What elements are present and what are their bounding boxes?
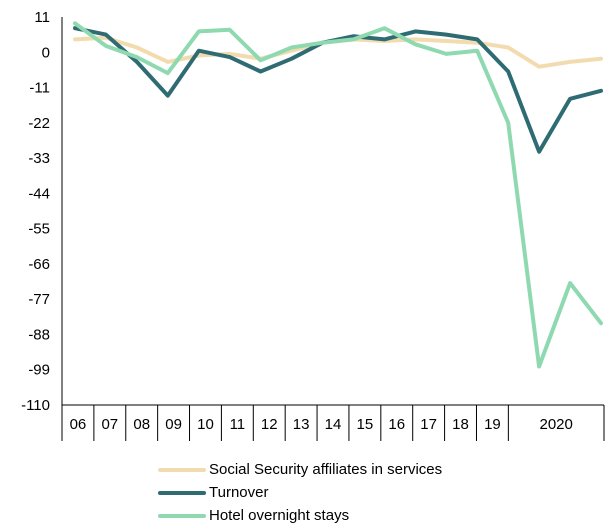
y-tick-label: -66 xyxy=(28,256,50,273)
x-tick-label: 07 xyxy=(101,416,118,433)
legend-swatch-hotel xyxy=(158,513,206,518)
y-tick-label: 0 xyxy=(42,44,50,61)
legend-swatch-turnover xyxy=(158,490,206,495)
y-tick-label: 11 xyxy=(34,9,50,26)
x-tick-label: 14 xyxy=(325,416,342,433)
y-tick-label: -11 xyxy=(29,80,50,97)
x-tick-label: 15 xyxy=(357,416,374,433)
x-tick-label: 13 xyxy=(293,416,310,433)
x-tick-label: 19 xyxy=(484,416,501,433)
x-tick-label: 17 xyxy=(420,416,437,433)
series-line-1 xyxy=(73,26,603,154)
legend-label-social-security: Social Security affiliates in services xyxy=(209,461,443,478)
y-tick-label: -110 xyxy=(21,397,50,414)
y-tick-label: -44 xyxy=(28,185,50,202)
y-tick-label: -55 xyxy=(28,221,50,238)
y-tick-label: -33 xyxy=(28,150,50,167)
legend-item-turnover: Turnover xyxy=(158,481,442,504)
x-tick-label: 09 xyxy=(165,416,182,433)
x-tick-label: 06 xyxy=(70,416,87,433)
legend-swatch-social-security xyxy=(158,467,206,472)
legend-label-turnover: Turnover xyxy=(209,484,269,501)
legend-label-hotel: Hotel overnight stays xyxy=(209,507,350,524)
legend: Social Security affiliates in services T… xyxy=(158,458,442,527)
y-tick-label: -77 xyxy=(28,291,50,308)
series-line-2 xyxy=(73,21,603,369)
y-tick-label: -22 xyxy=(28,115,50,132)
x-tick-label: 18 xyxy=(452,416,469,433)
x-tick-label: 16 xyxy=(388,416,405,433)
x-tick-label: 12 xyxy=(261,416,278,433)
line-chart: 110-11-22-33-44-55-66-77-88-99-110 06 07 0… xyxy=(21,9,605,441)
chart-lines xyxy=(73,21,603,369)
legend-item-social-security: Social Security affiliates in services xyxy=(158,458,442,481)
x-tick-label: 11 xyxy=(230,416,246,433)
y-tick-label: -99 xyxy=(28,362,50,379)
x-tick-label: 08 xyxy=(133,416,150,433)
x-tick-label: 2020 xyxy=(539,416,572,433)
legend-item-hotel-overnight-stays: Hotel overnight stays xyxy=(158,504,442,527)
x-axis: 06 07 08 09 10 11 12 13 14 15 16 17 18 19 2020 xyxy=(61,404,605,441)
y-axis-ticks: 11 0 -11 -22 -33 -44 -55 -66 -77 -88 -99 -110 xyxy=(21,9,50,414)
x-tick-label: 10 xyxy=(197,416,214,433)
y-tick-label: -88 xyxy=(28,326,50,343)
